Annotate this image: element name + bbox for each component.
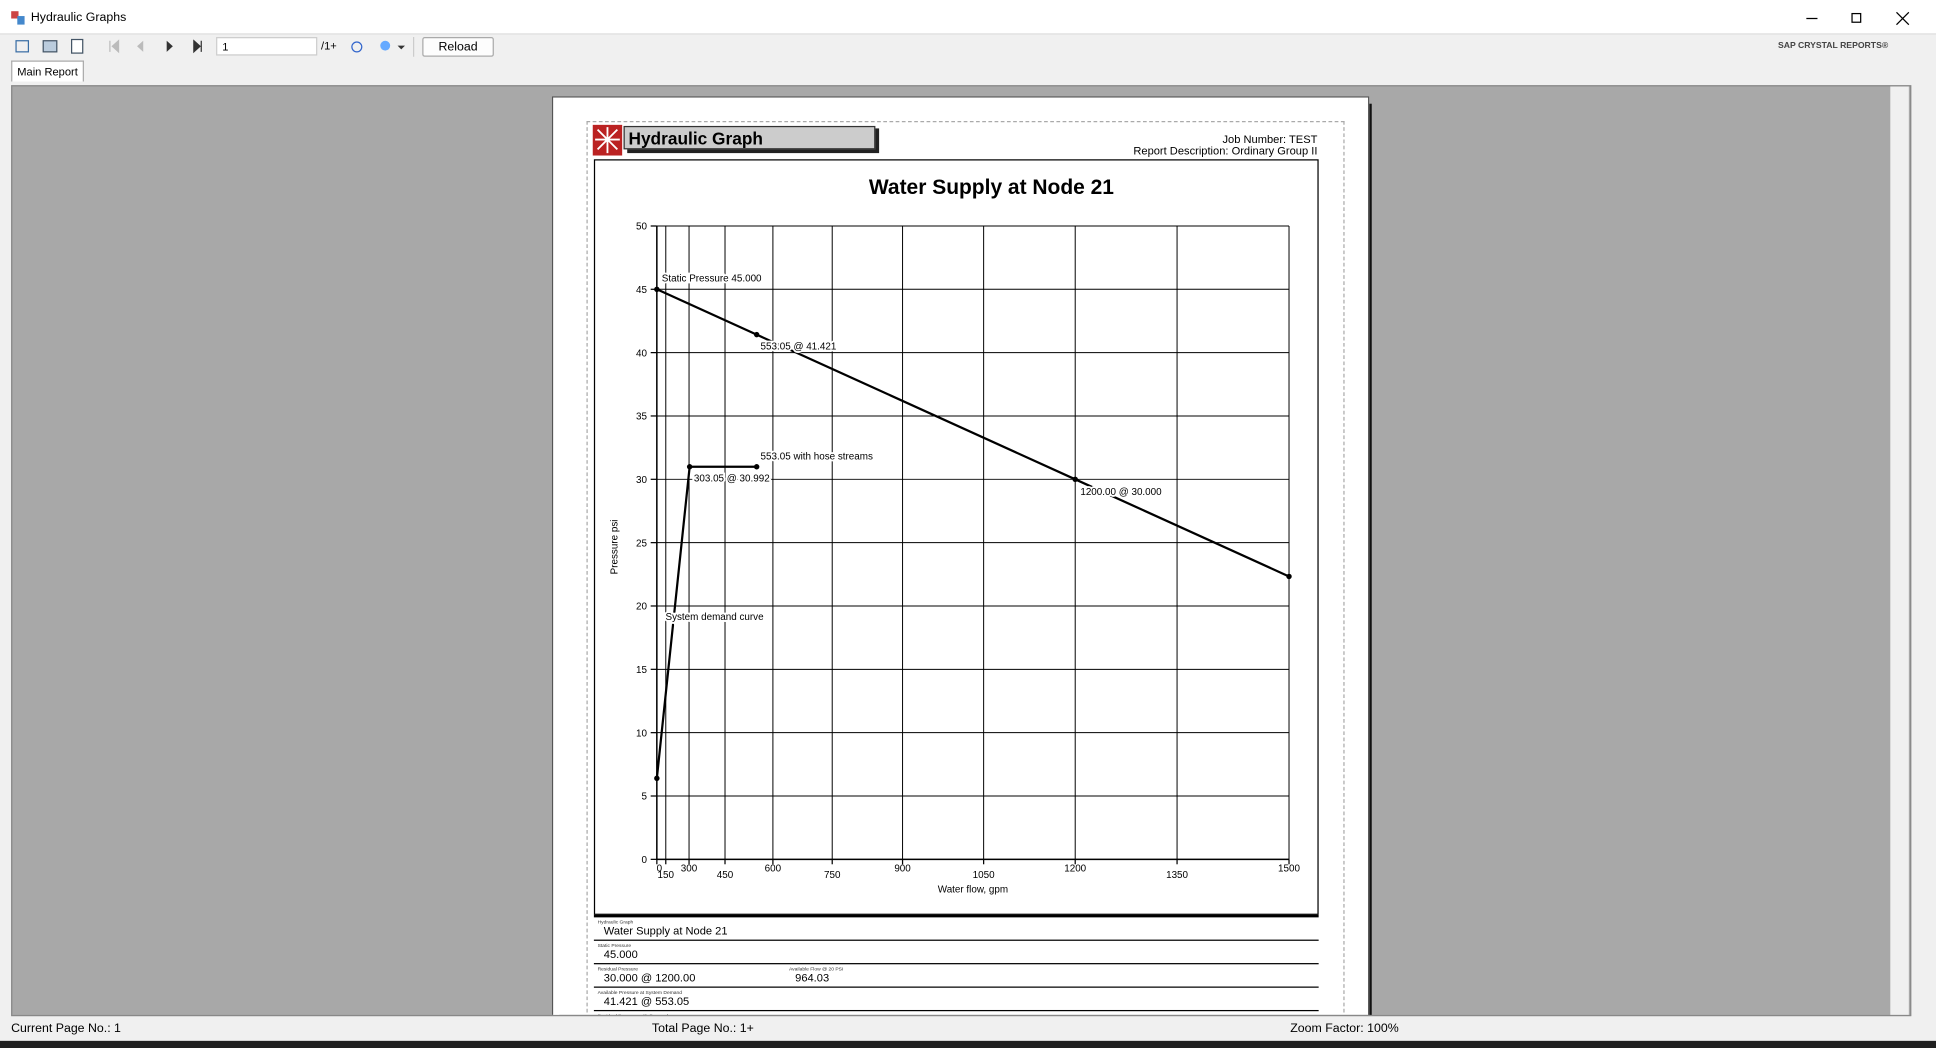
y-tick-label: 0 [641,855,647,866]
x-tick-label: 1350 [1166,870,1188,881]
logo [592,124,623,156]
field-value: Water Supply at Node 21 [603,924,728,938]
last-page[interactable] [193,39,202,54]
first-page[interactable] [109,39,120,54]
field-label: Available Pressure at System Demand [597,988,683,996]
field-value: 41.421 @ 553.05 [603,995,690,1008]
x-tick-label: 300 [681,864,698,875]
y-tick-label: 5 [641,792,647,803]
chart-frame: Water Supply at Node 21 0 5 10 15 20 25 30 35 40 4… [593,159,1319,915]
status-bar: Current Page No.: 1 Total Page No.: 1+ Z… [0,1017,1936,1041]
current-page: Current Page No.: 1 [11,1022,121,1036]
y-tick-label: 20 [636,602,647,613]
tab[interactable]: Main Report [11,60,84,82]
field-value: 964.03 [795,971,830,985]
field-label: Residual Pressure with Demand [597,1012,669,1017]
x-tick-label: 600 [765,864,782,875]
data-point [753,464,760,470]
annotation: 1200.00 @ 30.000 [1080,487,1162,498]
x-tick-label: 900 [894,864,911,875]
annotation: 553.05 @ 41.421 [761,341,837,352]
zoom-dropdown[interactable] [397,45,405,50]
restore[interactable] [1851,12,1862,23]
y-tick-label: 25 [636,538,647,549]
page-count: /1+ [321,39,337,52]
x-tick-label: 1050 [973,870,995,881]
window-controls[interactable] [1796,7,1919,29]
annotation: 553.05 with hose streams [761,451,873,462]
data-point [1286,573,1292,580]
header-title: Hydraulic Graph [623,125,876,150]
annotation: Static Pressure 45.000 [662,274,762,285]
series-line [656,288,1290,578]
summary-row: Available Pressure at System Demand 41.42… [593,988,1319,1012]
summary-row: Residual Pressure 30.000 @ 1200.00 Availab… [593,964,1319,988]
zoom-factor: Zoom Factor: 100% [1290,1022,1399,1036]
field-label: Residual Pressure [597,965,638,972]
x-tick-label: 450 [717,870,734,881]
chart-title: Water Supply at Node 21 [869,176,1114,199]
print-icon[interactable] [42,40,58,53]
toolbar: 1 /1+ Reload SAP CRYSTAL REPORTS® [0,33,1936,60]
toolbar-icons [15,37,415,57]
field-label: Hydraulic Graph [597,918,634,925]
app-icon [11,11,25,25]
prev-page[interactable] [137,40,144,52]
window-title: Hydraulic Graphs [30,11,127,25]
title-bar: Hydraulic Graphs [0,0,1936,35]
page-input[interactable]: 1 [216,37,318,56]
copy-icon[interactable] [70,38,84,54]
summary-table: Hydraulic Graph Water Supply at Node 21 St… [593,914,1319,1017]
taskbar-edge [0,1040,1936,1048]
summary-row: Static Pressure 45.000 [593,941,1319,965]
summary-row: Hydraulic Graph Water Supply at Node 21 [593,917,1319,941]
y-axis-label: Pressure psi [609,520,620,575]
report-page: Hydraulic Graph Job Number: TEST Report … [551,96,1370,1017]
x-tick-label: 150 [658,870,675,881]
y-tick-label: 30 [636,475,647,486]
field-value: 45.000 [603,948,638,961]
y-tick-label: 45 [636,285,647,296]
field-label: Static Pressure [597,942,632,949]
y-tick-label: 50 [636,222,647,233]
x-tick-label: 750 [824,870,841,881]
chart: Water Supply at Node 21 0 5 10 15 20 25 30 35 40 4… [609,176,1300,896]
x-tick-label: 1200 [1064,864,1086,875]
next-page[interactable] [166,40,173,52]
x-tick-label: 1500 [1278,864,1300,875]
data-point [654,286,660,293]
field-value: 30.000 @ 1200.00 [603,971,696,985]
y-tick-label: 40 [636,348,647,359]
field-label: Available Flow @ 20 PSI [788,965,844,972]
reload-button[interactable]: Reload [422,37,494,57]
y-tick-label: 10 [636,728,647,739]
data-point [654,775,660,781]
report-description: Report Description: Ordinary Group II [1133,144,1318,157]
page-margin [586,120,1345,1015]
x-axis-label: Water flow, gpm [938,885,1008,896]
close[interactable] [1896,11,1910,26]
search-icon[interactable] [351,41,363,53]
summary-row: Residual Pressure with Demand [594,1011,1319,1017]
data-point [1072,476,1078,483]
annotation: System demand curve [665,612,764,623]
report-viewer: Hydraulic Graph Job Number: TEST Report … [11,85,1912,1017]
data-point [686,464,693,470]
total-pages: Total Page No.: 1+ [651,1022,754,1036]
y-tick-label: 35 [636,412,647,423]
export-icon[interactable] [15,40,30,53]
job-number: Job Number: TEST [1222,133,1318,146]
scrollbar[interactable] [1890,86,1909,1015]
y-tick-label: 15 [636,665,647,676]
zoom-icon[interactable] [380,40,391,51]
x-tick-label: 0 [657,864,663,875]
brand: SAP CRYSTAL REPORTS® [1777,41,1889,51]
annotation: 303.05 @ 30.992 [694,474,770,485]
data-point [753,331,760,338]
